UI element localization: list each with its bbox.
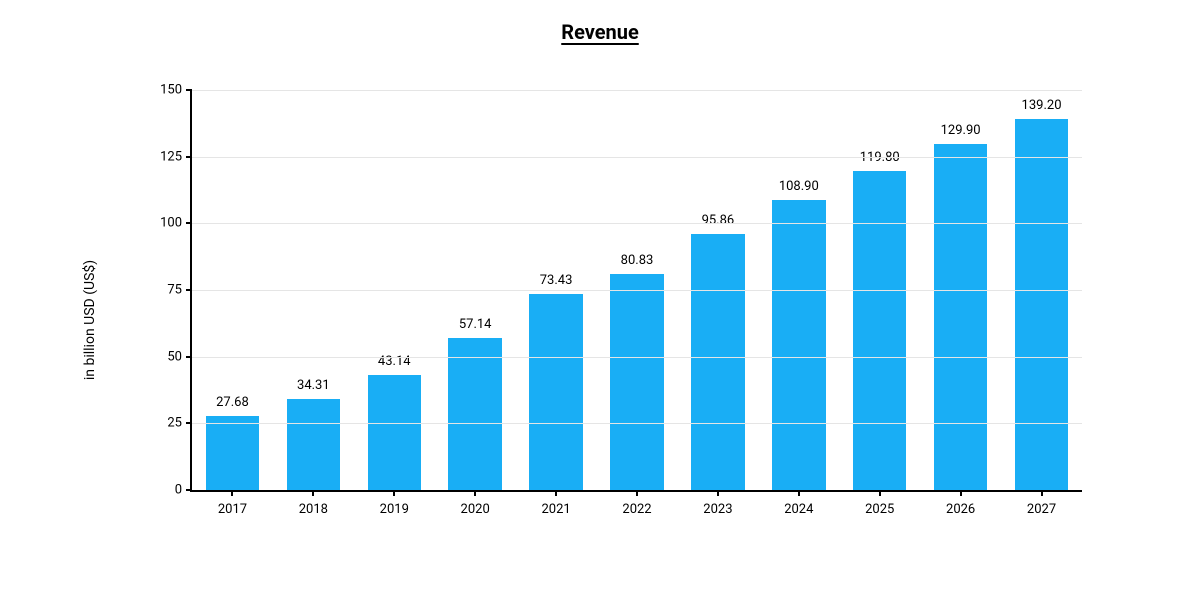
bar-value-label: 119.80 [860, 150, 900, 171]
bar-value-label: 129.90 [941, 123, 981, 144]
bar-value-label: 73.43 [540, 273, 573, 294]
y-tick-label: 0 [175, 483, 192, 498]
plot-area: 27.68 34.31 43.14 57.14 73.43 80.83 95.86 108.9… [190, 90, 1082, 492]
x-tick-label: 2017 [218, 490, 247, 517]
bar-value-label: 57.14 [459, 317, 492, 338]
gridline [192, 223, 1082, 224]
y-axis-label: in billion USD (US$) [82, 260, 98, 380]
y-tick-label: 100 [160, 216, 192, 231]
bar-value-label: 34.31 [297, 378, 330, 399]
chart-title: Revenue [0, 20, 1200, 44]
gridline [192, 357, 1082, 358]
bar: 95.86 [691, 234, 744, 490]
bar-value-label: 27.68 [216, 395, 249, 416]
x-tick-label: 2026 [946, 490, 975, 517]
x-tick-label: 2021 [541, 490, 570, 517]
y-tick-label: 75 [167, 283, 192, 298]
gridline [192, 90, 1082, 91]
bar: 43.14 [368, 375, 421, 490]
chart-wrap: in billion USD (US$) 27.6834.3143.1457.1… [100, 70, 1100, 570]
bar-value-label: 139.20 [1022, 98, 1062, 119]
y-tick-label: 125 [160, 149, 192, 164]
x-tick-label: 2024 [784, 490, 813, 517]
bar: 34.31 [287, 399, 340, 490]
x-tick-label: 2025 [865, 490, 894, 517]
y-tick-label: 50 [167, 349, 192, 364]
y-tick-label: 150 [160, 83, 192, 98]
x-tick-label: 2022 [622, 490, 651, 517]
page: Revenue in billion USD (US$) 27.68 34.31 4… [0, 0, 1200, 600]
gridline [192, 290, 1082, 291]
x-tick-label: 2019 [380, 490, 409, 517]
x-tick-label: 2023 [703, 490, 732, 517]
bar: 139.20 [1015, 119, 1068, 490]
bar-value-label: 108.90 [779, 179, 819, 200]
bar: 73.43 [529, 294, 582, 490]
x-tick-label: 2020 [461, 490, 490, 517]
bar-value-label: 80.83 [621, 253, 654, 274]
bar: 119.80 [853, 171, 906, 490]
bar: 108.90 [772, 200, 825, 490]
bar: 80.83 [610, 274, 663, 490]
bar: 129.90 [934, 144, 987, 490]
bar: 27.68 [206, 416, 259, 490]
gridline [192, 423, 1082, 424]
bar: 57.14 [448, 338, 501, 490]
gridline [192, 157, 1082, 158]
x-tick-label: 2018 [299, 490, 328, 517]
y-tick-label: 25 [167, 416, 192, 431]
x-tick-label: 2027 [1027, 490, 1056, 517]
